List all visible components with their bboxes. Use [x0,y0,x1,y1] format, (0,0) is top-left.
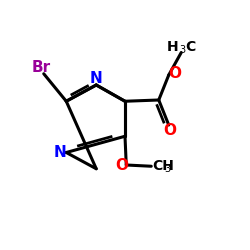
Text: N: N [90,71,103,86]
Text: O: O [164,123,176,138]
Text: O: O [168,66,181,81]
Text: N: N [54,145,66,160]
Text: O: O [115,158,128,173]
Text: 3: 3 [164,164,170,174]
Text: 3: 3 [180,45,186,55]
Text: Br: Br [32,60,51,75]
Text: CH: CH [152,159,174,173]
Text: C: C [186,40,196,54]
Text: H: H [167,40,179,54]
